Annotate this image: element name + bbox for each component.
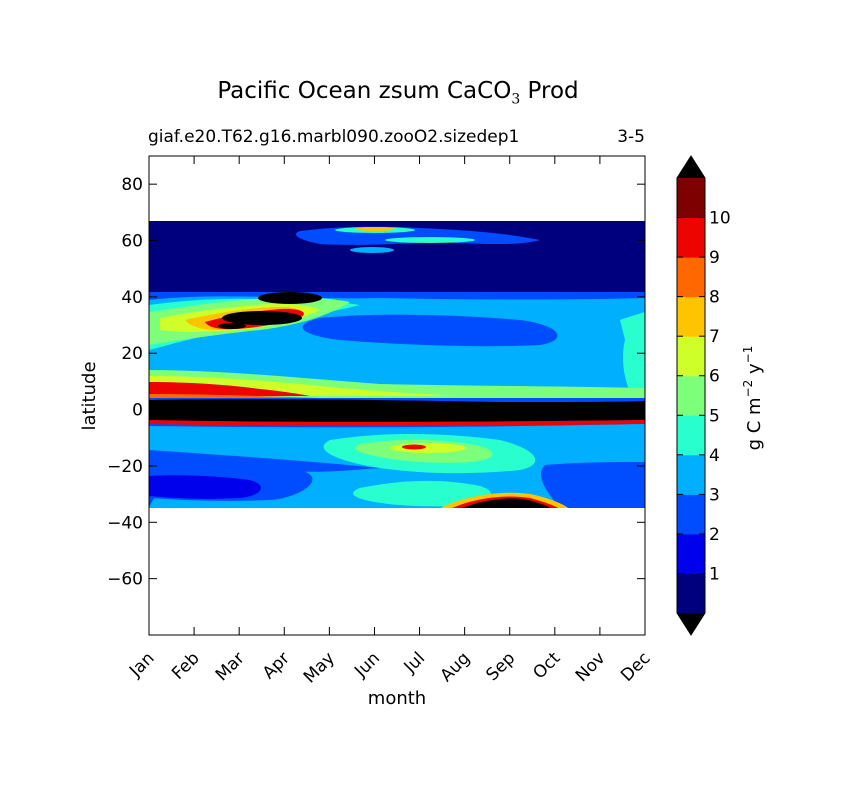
colorbar-outline xyxy=(676,155,706,636)
colorbar-tick-label: 7 xyxy=(709,327,720,347)
colorbar-segment xyxy=(677,454,705,495)
chart-subtitle-case: giaf.e20.T62.g16.marbl090.zooO2.sizedep1 xyxy=(148,127,520,147)
y-tick-label: 80 xyxy=(121,175,143,195)
colorbar-tick-label: 10 xyxy=(709,209,731,229)
colorbar-segment xyxy=(677,336,705,377)
x-tick-label: Apr xyxy=(259,648,294,683)
y-axis: 80 60 40 20 0 −20 −40 −60 xyxy=(107,175,645,590)
y-tick-label: −40 xyxy=(107,513,143,533)
colorbar-extend-over xyxy=(677,156,705,178)
x-tick-label: May xyxy=(300,648,339,687)
colorbar-segment xyxy=(677,257,705,298)
colorbar-segment xyxy=(677,217,705,258)
band-red-south xyxy=(402,444,426,450)
plot-frame xyxy=(148,155,646,636)
y-tick-label: −20 xyxy=(107,457,143,477)
colorbar-segment xyxy=(677,533,705,574)
chart-title: Pacific Ocean zsum CaCO3 Prod xyxy=(217,78,579,108)
colorbar-label: g C m−2 y−1 xyxy=(741,346,765,451)
colorbar-segment xyxy=(677,375,705,416)
patch-cyan-south-2 xyxy=(353,480,491,507)
colorbar-tick-label: 4 xyxy=(709,446,720,466)
band-orange-equator-n xyxy=(149,394,320,398)
y-tick-label: 0 xyxy=(132,401,143,421)
patch-dark-blue-south xyxy=(149,475,261,499)
y-tick-label: 60 xyxy=(121,232,143,252)
x-tick-label: Oct xyxy=(529,648,564,683)
colorbar-segment xyxy=(677,296,705,337)
colorbar-tick-label: 5 xyxy=(709,406,720,426)
x-tick-label: Sep xyxy=(482,648,519,685)
colorbar-segment xyxy=(677,494,705,535)
colorbar-tick-label: 1 xyxy=(709,564,720,584)
colorbar-tick-label: 6 xyxy=(709,367,720,387)
colorbar-tick-label: 8 xyxy=(709,288,720,308)
patch-north-jun-cyan2 xyxy=(350,247,394,253)
x-tick-label: Jul xyxy=(400,648,429,677)
x-tick-label: Jun xyxy=(350,648,384,682)
contour-field xyxy=(149,221,645,508)
band-yellow-south xyxy=(390,443,466,453)
colorbar-segment xyxy=(677,573,705,614)
x-tick-label: Aug xyxy=(437,648,475,686)
y-tick-label: −60 xyxy=(107,570,143,590)
hotspot-mar-north xyxy=(222,311,302,325)
y-axis-label: latitude xyxy=(79,361,100,430)
colorbar-tick-label: 2 xyxy=(709,525,720,545)
colorbar-ticks: 1 2 3 4 5 6 7 8 9 10 xyxy=(677,209,731,584)
colorbar-segment xyxy=(677,178,705,219)
x-tick-label: Dec xyxy=(617,648,654,685)
band-red-equator-n xyxy=(149,382,310,396)
x-tick-label: Jan xyxy=(125,648,158,681)
x-tick-label: Feb xyxy=(168,648,203,683)
band-cyan-east xyxy=(620,312,645,392)
patch-blue-south-east xyxy=(540,462,645,508)
colorbar-segment xyxy=(677,415,705,456)
colorbar-extend-under xyxy=(677,613,705,635)
x-axis-label: month xyxy=(368,688,426,709)
x-tick-label: Mar xyxy=(212,648,249,685)
hotspot-sep-south xyxy=(462,498,550,508)
patch-north-jul-cyan xyxy=(385,237,475,243)
band-equator-black xyxy=(149,399,645,422)
patch-blue-north xyxy=(302,314,558,347)
y-tick-label: 40 xyxy=(121,288,143,308)
band-red-equator-s xyxy=(149,420,645,426)
chart-subtitle-years: 3-5 xyxy=(617,127,645,147)
y-tick-label: 20 xyxy=(121,344,143,364)
colorbar-tick-label: 3 xyxy=(709,485,720,505)
colorbar xyxy=(676,155,706,636)
colorbar-tick-label: 9 xyxy=(709,248,720,268)
x-tick-label: Nov xyxy=(572,648,610,686)
patch-north-jun-yellow xyxy=(355,227,395,231)
hotspot-feb-north xyxy=(218,323,246,329)
hotspot-apr-north xyxy=(258,292,322,304)
